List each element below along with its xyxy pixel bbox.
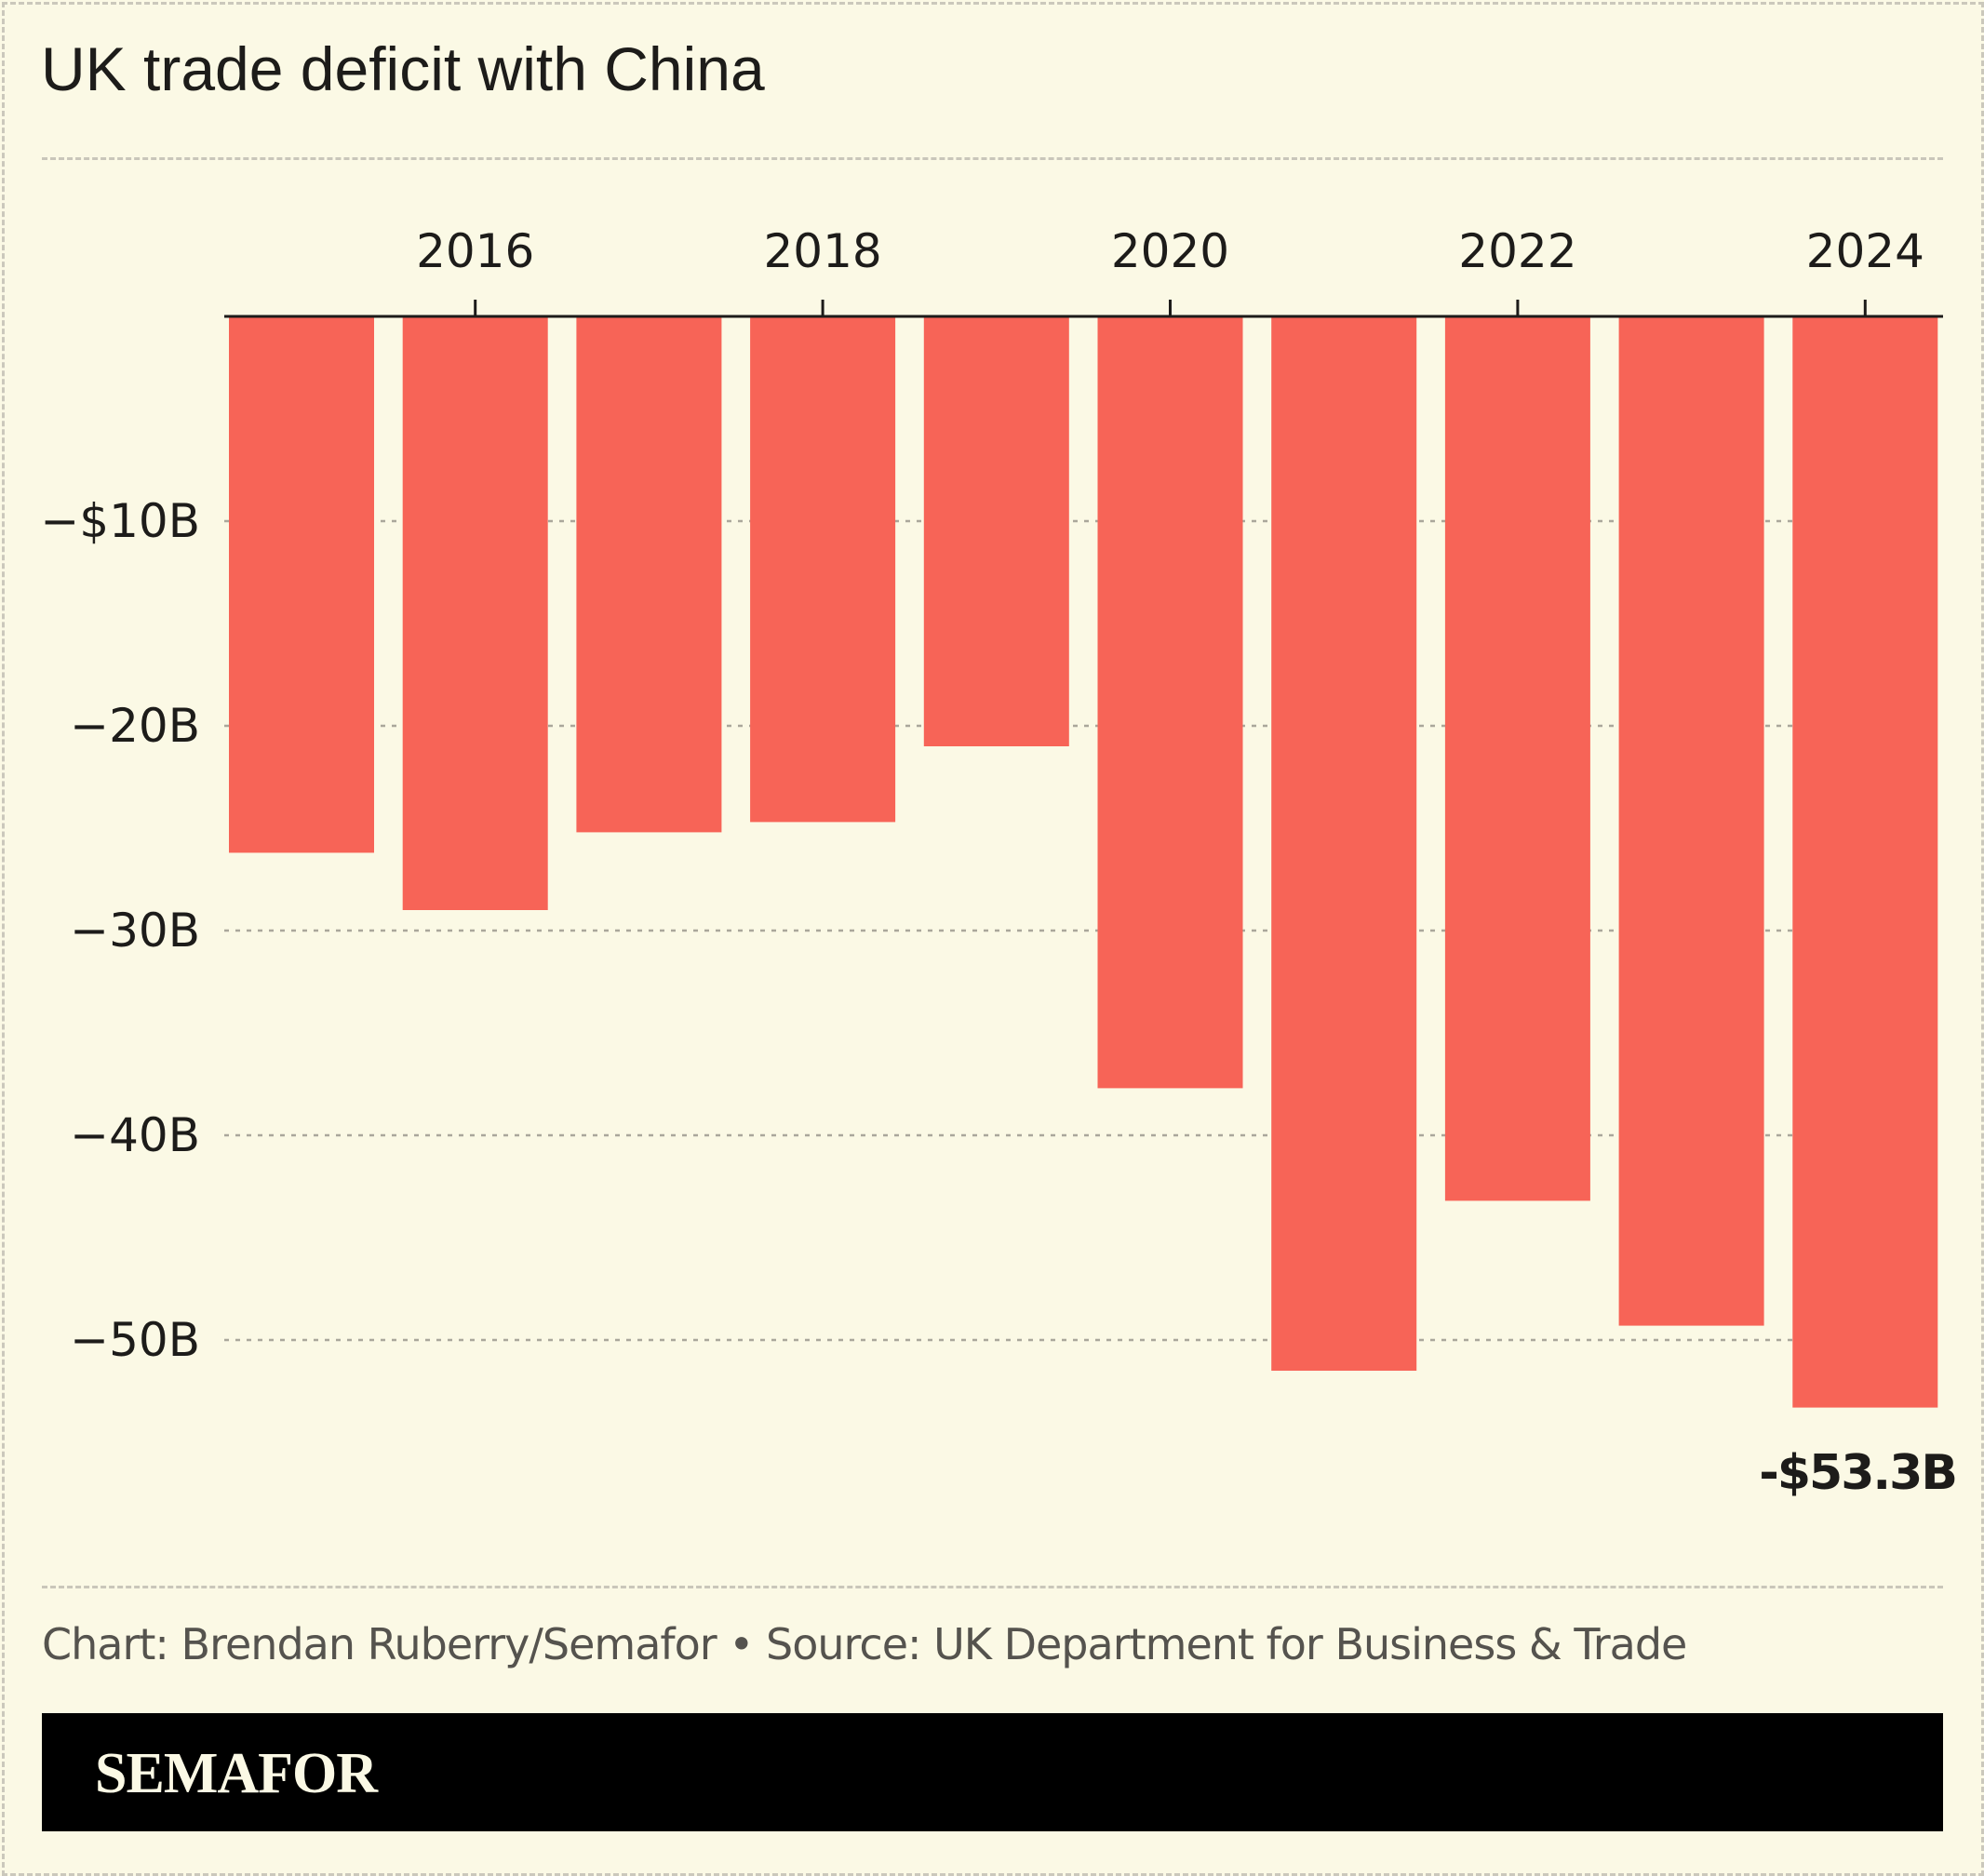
bottom-divider [42,1586,1943,1588]
bar-chart: −$10B −20B −30B −40B −50B 2016 2018 2020 2022 202… [40,224,1958,1501]
brand-bar: SEMAFOR [42,1713,1943,1831]
bar-2024 [1792,316,1938,1408]
bar-2017 [576,316,722,833]
source-credit: Chart: Brendan Ruberry/Semafor • Source:… [42,1619,1687,1669]
bar-2018 [750,316,896,823]
bar-2022 [1444,316,1590,1201]
bar-2016 [402,316,548,910]
x-tick-label: 2018 [763,224,881,278]
semafor-logo: SEMAFOR [95,1742,378,1805]
bar-2023 [1618,316,1764,1326]
bar-2020 [1097,316,1243,1089]
top-divider [42,157,1943,160]
y-tick-label: −30B [70,904,200,958]
y-tick-label: −20B [70,699,200,753]
bar-2015 [229,316,374,853]
x-tick-label: 2016 [416,224,534,278]
x-tick-label: 2022 [1458,224,1576,278]
x-tick-label: 2020 [1111,224,1229,278]
y-tick-label: −50B [70,1313,200,1367]
y-tick-label: −40B [70,1108,200,1162]
y-tick-label: −$10B [40,494,200,548]
value-annotation: -$53.3B [1759,1445,1956,1501]
bar-2021 [1271,316,1417,1371]
x-tick-label: 2024 [1806,224,1924,278]
bar-2019 [923,316,1069,746]
chart-title: UK trade deficit with China [41,34,765,103]
